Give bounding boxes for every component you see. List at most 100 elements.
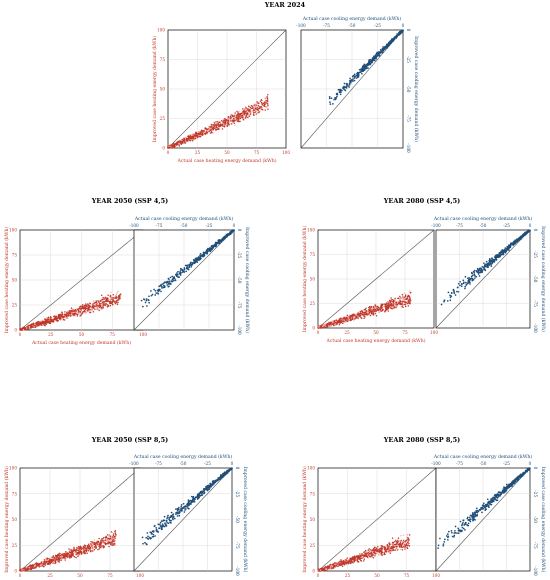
heating-data-point <box>53 558 55 560</box>
heating-data-point <box>367 311 369 314</box>
heating-data-point <box>394 298 397 301</box>
heating-data-point <box>109 295 112 298</box>
heating-data-point <box>391 299 394 301</box>
heating-data-point <box>340 320 343 322</box>
heating-data-point <box>63 552 66 555</box>
heating-data-point <box>95 308 98 310</box>
heating-data-point <box>112 297 114 299</box>
heating-data-point <box>266 100 269 103</box>
panel-title: YEAR 2080 (SSP 4,5) <box>383 197 461 205</box>
heating-data-point <box>44 324 46 327</box>
cooling-data-point <box>449 296 452 299</box>
cooling-data-point <box>502 253 505 256</box>
heating-data-point <box>63 316 65 318</box>
cooling-data-point <box>189 262 192 265</box>
heating-data-point <box>31 565 33 567</box>
heating-data-point <box>184 136 187 139</box>
heating-data-point <box>255 102 258 104</box>
heating-data-point <box>401 304 404 306</box>
heating-data-point <box>58 314 60 316</box>
cooling-data-point <box>491 258 494 261</box>
heating-data-point <box>60 558 63 560</box>
heating-data-point <box>91 309 93 311</box>
heating-data-point <box>103 542 106 544</box>
heating-data-point <box>36 563 39 565</box>
cooling-data-point <box>481 271 484 273</box>
heating-data-point <box>45 319 48 321</box>
heating-data-point <box>65 315 68 317</box>
cooling-data-point <box>336 93 339 96</box>
heating-data-point <box>244 110 247 113</box>
cooling-data-point <box>440 303 443 306</box>
heating-data-point <box>47 318 50 320</box>
cooling-data-point <box>393 36 396 39</box>
heating-data-point <box>109 534 111 536</box>
heating-data-point <box>365 307 367 309</box>
cooling-data-point <box>148 295 150 298</box>
cooling-data-point <box>447 291 450 294</box>
cooling-data-point <box>181 269 184 272</box>
heating-data-point <box>24 328 27 330</box>
heating-x-tick-label: 25 <box>344 330 350 335</box>
cooling-data-point <box>226 233 228 236</box>
cooling-data-point <box>328 97 331 100</box>
cooling-data-point <box>179 271 181 273</box>
cooling-data-point <box>495 259 498 261</box>
heating-data-point <box>81 306 84 309</box>
heating-data-point <box>394 304 397 307</box>
heating-data-point <box>114 302 117 305</box>
heating-data-point <box>178 142 180 145</box>
heating-data-point <box>107 299 109 301</box>
heating-data-point <box>191 139 194 142</box>
heating-data-point <box>223 123 225 126</box>
heating-data-point <box>86 305 88 308</box>
heating-data-point <box>253 103 255 105</box>
heating-data-point <box>56 558 59 561</box>
heating-data-point <box>168 146 171 149</box>
heating-y-tick-label: 75 <box>310 252 316 257</box>
heating-y-tick-label: 100 <box>9 466 17 471</box>
cooling-data-point <box>353 79 356 82</box>
cooling-data-point <box>202 255 205 258</box>
cooling-data-point <box>162 286 165 289</box>
heating-data-point <box>30 568 33 571</box>
cooling-data-point <box>148 301 150 304</box>
heating-data-point <box>58 555 61 557</box>
cooling-data-point <box>443 300 445 303</box>
heating-data-point <box>63 554 66 556</box>
heating-data-point <box>260 98 263 101</box>
cooling-x-tick-label: 0 <box>402 23 405 28</box>
heating-data-point <box>408 302 410 304</box>
heating-data-point <box>73 546 75 549</box>
cooling-data-point <box>188 263 191 266</box>
heating-data-point <box>215 128 217 130</box>
heating-data-point <box>267 105 269 108</box>
heating-data-point <box>257 104 260 107</box>
heating-data-point <box>79 305 81 308</box>
cooling-data-point <box>154 289 157 292</box>
heating-data-point <box>376 305 379 308</box>
cooling-data-point <box>332 103 334 105</box>
heating-data-point <box>92 311 95 313</box>
heating-data-point <box>208 128 210 131</box>
heating-data-point <box>374 307 377 309</box>
heating-data-point <box>66 312 68 314</box>
cooling-data-point <box>488 264 491 266</box>
heating-data-point <box>266 97 268 99</box>
heating-data-point <box>204 132 206 135</box>
heating-x-tick-label: 75 <box>254 150 260 155</box>
heating-data-point <box>106 534 109 536</box>
heating-data-point <box>253 114 255 116</box>
heating-data-point <box>386 305 389 308</box>
heating-data-point <box>49 317 52 319</box>
heating-data-point <box>101 539 104 542</box>
cooling-data-point <box>381 51 384 54</box>
heating-data-point <box>181 138 184 141</box>
heating-data-point <box>115 534 117 536</box>
heating-data-point <box>199 131 202 134</box>
heating-y-tick-label: 50 <box>160 87 166 92</box>
heating-data-point <box>224 119 227 121</box>
heating-x-tick-label: 100 <box>136 573 144 578</box>
